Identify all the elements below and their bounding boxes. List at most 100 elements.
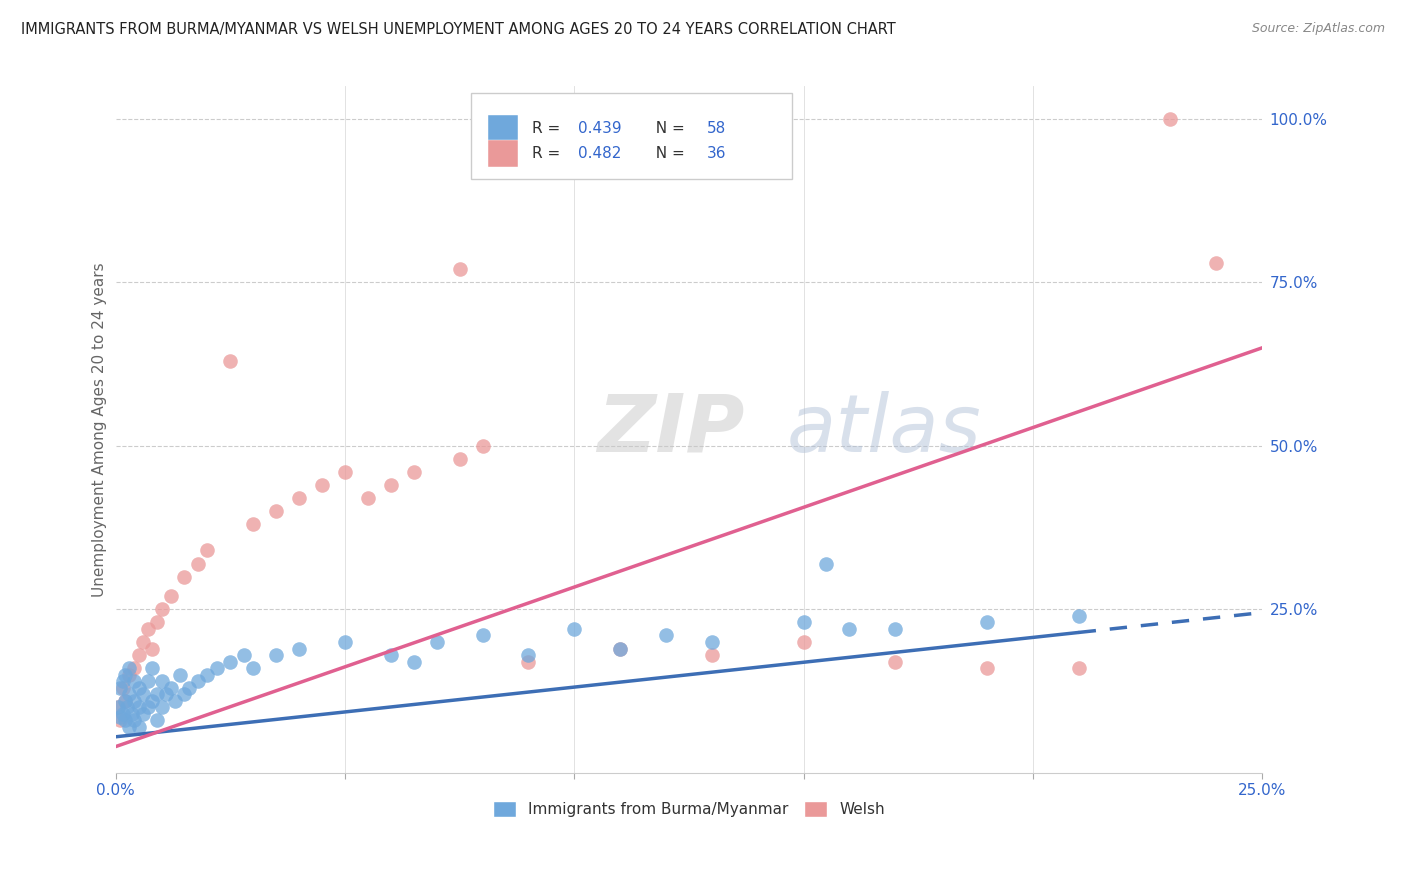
Legend: Immigrants from Burma/Myanmar, Welsh: Immigrants from Burma/Myanmar, Welsh — [486, 796, 891, 823]
Point — [122, 714, 145, 728]
Point — [141, 661, 163, 675]
Point — [159, 589, 181, 603]
Point — [402, 465, 425, 479]
Point — [118, 720, 141, 734]
Point — [333, 635, 356, 649]
Point — [150, 602, 173, 616]
Point — [110, 710, 132, 724]
Point — [146, 687, 169, 701]
Point — [815, 557, 838, 571]
Point — [165, 694, 187, 708]
Point — [114, 667, 136, 681]
Point — [1205, 256, 1227, 270]
Point — [976, 615, 998, 630]
Point — [357, 491, 380, 506]
Point — [976, 661, 998, 675]
Point — [107, 700, 129, 714]
Point — [205, 661, 228, 675]
Point — [517, 655, 540, 669]
Point — [700, 648, 723, 662]
Point — [792, 615, 814, 630]
Text: Source: ZipAtlas.com: Source: ZipAtlas.com — [1251, 22, 1385, 36]
Text: N =: N = — [647, 120, 690, 136]
Point — [118, 667, 141, 681]
Point — [884, 655, 907, 669]
Point — [219, 354, 242, 368]
Point — [609, 641, 631, 656]
Point — [187, 557, 209, 571]
Point — [114, 694, 136, 708]
Point — [195, 667, 218, 681]
Point — [122, 694, 145, 708]
Point — [128, 720, 150, 734]
Point — [195, 543, 218, 558]
Point — [449, 262, 471, 277]
Point — [141, 694, 163, 708]
FancyBboxPatch shape — [471, 94, 792, 179]
Point — [136, 674, 159, 689]
FancyBboxPatch shape — [488, 114, 517, 142]
Point — [242, 517, 264, 532]
Text: N =: N = — [647, 146, 690, 161]
Point — [114, 694, 136, 708]
Point — [177, 681, 200, 695]
Point — [155, 687, 177, 701]
Point — [132, 635, 155, 649]
Point — [471, 628, 494, 642]
Text: IMMIGRANTS FROM BURMA/MYANMAR VS WELSH UNEMPLOYMENT AMONG AGES 20 TO 24 YEARS CO: IMMIGRANTS FROM BURMA/MYANMAR VS WELSH U… — [21, 22, 896, 37]
Point — [128, 648, 150, 662]
Point — [173, 687, 195, 701]
Point — [121, 706, 143, 721]
Point — [136, 622, 159, 636]
Point — [838, 622, 860, 636]
Point — [426, 635, 449, 649]
Point — [110, 681, 132, 695]
Point — [173, 569, 195, 583]
Point — [141, 641, 163, 656]
Point — [128, 681, 150, 695]
Text: 36: 36 — [707, 146, 727, 161]
Point — [311, 478, 333, 492]
Point — [115, 700, 138, 714]
Point — [242, 661, 264, 675]
Point — [128, 700, 150, 714]
Point — [136, 700, 159, 714]
Text: R =: R = — [531, 146, 565, 161]
Point — [471, 439, 494, 453]
FancyBboxPatch shape — [488, 140, 517, 167]
Text: atlas: atlas — [786, 391, 981, 468]
Point — [562, 622, 585, 636]
Point — [264, 648, 287, 662]
Text: R =: R = — [531, 120, 565, 136]
Point — [700, 635, 723, 649]
Point — [122, 661, 145, 675]
Text: 0.439: 0.439 — [578, 120, 621, 136]
Y-axis label: Unemployment Among Ages 20 to 24 years: Unemployment Among Ages 20 to 24 years — [93, 262, 107, 597]
Point — [884, 622, 907, 636]
Point — [132, 687, 155, 701]
Point — [111, 681, 134, 695]
Point — [792, 635, 814, 649]
Point — [107, 700, 129, 714]
Text: ZIP: ZIP — [598, 391, 745, 468]
Point — [118, 687, 141, 701]
Point — [111, 706, 134, 721]
Point — [132, 706, 155, 721]
Point — [150, 674, 173, 689]
Point — [150, 700, 173, 714]
Point — [288, 641, 311, 656]
Point — [233, 648, 256, 662]
Point — [122, 674, 145, 689]
Text: 0.482: 0.482 — [578, 146, 621, 161]
Point — [219, 655, 242, 669]
Point — [111, 674, 134, 689]
Point — [288, 491, 311, 506]
Point — [517, 648, 540, 662]
Point — [114, 714, 136, 728]
Point — [264, 504, 287, 518]
Point — [609, 641, 631, 656]
Point — [402, 655, 425, 669]
Point — [118, 661, 141, 675]
Point — [187, 674, 209, 689]
Point — [1159, 112, 1181, 126]
